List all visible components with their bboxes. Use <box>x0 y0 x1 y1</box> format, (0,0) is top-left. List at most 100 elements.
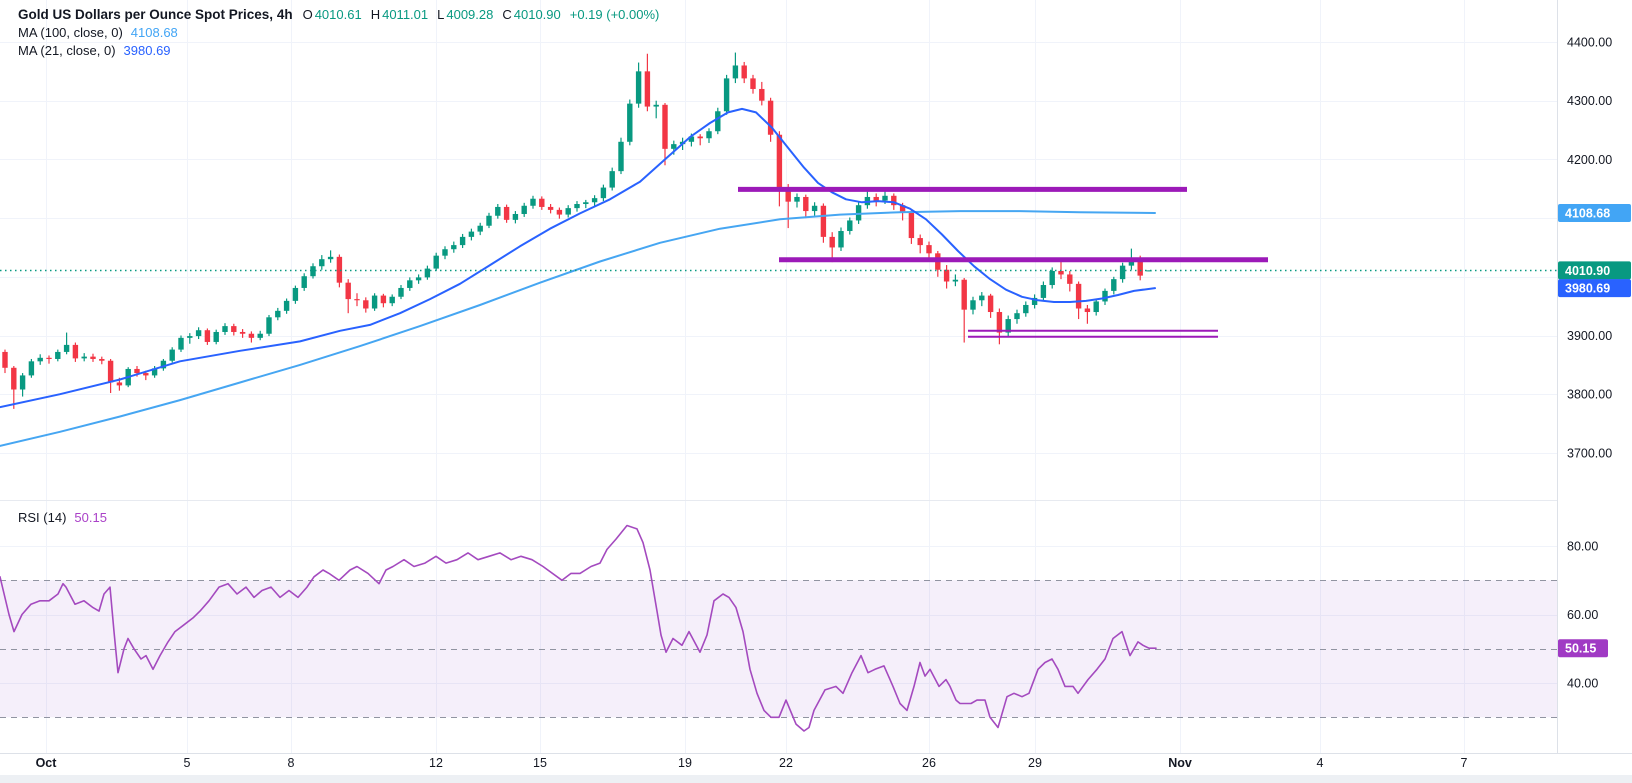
ma21-line <box>0 107 1156 409</box>
candle <box>723 78 730 112</box>
svg-text:3700.00: 3700.00 <box>1567 446 1612 460</box>
candle <box>565 208 571 215</box>
candle <box>741 65 747 79</box>
candle <box>266 317 272 334</box>
candle <box>257 333 263 338</box>
candle <box>952 279 959 282</box>
candle <box>539 198 545 207</box>
candle <box>1049 270 1055 286</box>
candle <box>169 349 175 361</box>
value-badge <box>1558 279 1631 298</box>
candle <box>389 296 395 304</box>
value-badge <box>1558 639 1608 658</box>
candle <box>134 368 140 374</box>
axis-badges: 4108.68 4010.90 3980.69 50.15 <box>1558 204 1631 658</box>
candle <box>1119 265 1126 280</box>
candle <box>187 336 193 338</box>
candle <box>715 111 721 132</box>
candle <box>239 331 246 334</box>
candle <box>28 361 35 376</box>
symbol-title: Gold US Dollars per Ounce Spot Prices, 4… <box>18 7 293 22</box>
candle <box>1146 270 1152 272</box>
candle <box>1023 304 1029 314</box>
candle <box>195 330 202 337</box>
candle <box>697 136 703 139</box>
candle <box>503 206 510 220</box>
candle <box>1067 274 1073 284</box>
candle <box>688 136 695 142</box>
svg-text:80.00: 80.00 <box>1567 540 1598 554</box>
candle <box>442 249 448 256</box>
candle <box>336 256 343 283</box>
candle <box>979 295 985 301</box>
candle <box>556 209 563 215</box>
candles <box>2 52 1152 409</box>
candle <box>583 202 589 205</box>
candle <box>512 213 519 220</box>
candle <box>706 131 712 139</box>
candle <box>609 171 615 188</box>
ma21-label: MA (21, close, 0) <box>18 43 116 58</box>
candle <box>1058 270 1064 275</box>
candle <box>363 300 369 309</box>
candle <box>794 196 800 202</box>
candle <box>46 357 52 359</box>
rsi-band <box>0 580 1557 718</box>
ma100-label: MA (100, close, 0) <box>18 25 123 40</box>
candle <box>72 344 79 359</box>
svg-text:4200.00: 4200.00 <box>1567 153 1612 167</box>
symbol-row: Gold US Dollars per Ounce Spot Prices, 4… <box>18 6 659 24</box>
candle <box>495 206 501 216</box>
price-axis-labels: 4400.00 4300.00 4200.00 3900.00 3800.00 3700.… <box>1567 36 1612 691</box>
candle <box>970 300 976 310</box>
candle <box>222 326 228 332</box>
candle <box>776 134 783 189</box>
candle <box>908 212 915 239</box>
candle <box>1093 301 1099 313</box>
svg-text:7: 7 <box>1461 756 1468 770</box>
rsi-legend[interactable]: RSI (14) 50.15 <box>18 510 107 525</box>
candle <box>477 225 483 232</box>
candle <box>1075 283 1082 309</box>
candle <box>398 287 404 297</box>
candle <box>671 144 677 149</box>
candle <box>213 331 219 342</box>
support-resistance-levels[interactable] <box>738 186 1268 338</box>
close-label: C <box>502 7 512 22</box>
candle <box>116 382 123 386</box>
low-label: L <box>437 7 445 22</box>
svg-text:4108.68: 4108.68 <box>1565 207 1610 221</box>
candle <box>785 188 791 202</box>
ma100-line <box>0 210 1156 447</box>
candle <box>433 255 439 269</box>
ma100-row[interactable]: MA (100, close, 0) 4108.68 <box>18 24 659 42</box>
candle <box>301 276 307 288</box>
time-axis-labels[interactable]: Oct 5 8 12 15 19 22 26 29 Nov 4 7 <box>36 756 1468 770</box>
candle <box>521 205 527 214</box>
candle <box>1040 285 1047 298</box>
candle <box>231 326 237 332</box>
candle <box>855 205 862 221</box>
grid <box>0 0 1557 753</box>
candle <box>151 368 158 376</box>
candle <box>248 333 255 338</box>
candle <box>486 215 492 226</box>
candle <box>530 198 536 206</box>
candle <box>415 277 422 281</box>
ma21-row[interactable]: MA (21, close, 0) 3980.69 <box>18 42 659 60</box>
svg-text:4010.90: 4010.90 <box>1565 264 1610 278</box>
svg-text:3800.00: 3800.00 <box>1567 388 1612 402</box>
candle <box>310 266 316 277</box>
candle <box>319 259 325 267</box>
candle <box>2 351 8 368</box>
candle <box>451 245 457 250</box>
candle <box>63 344 70 352</box>
candle <box>732 65 739 79</box>
candle <box>899 205 906 213</box>
candle <box>591 198 598 203</box>
candle <box>829 236 835 248</box>
svg-text:40.00: 40.00 <box>1567 677 1598 691</box>
